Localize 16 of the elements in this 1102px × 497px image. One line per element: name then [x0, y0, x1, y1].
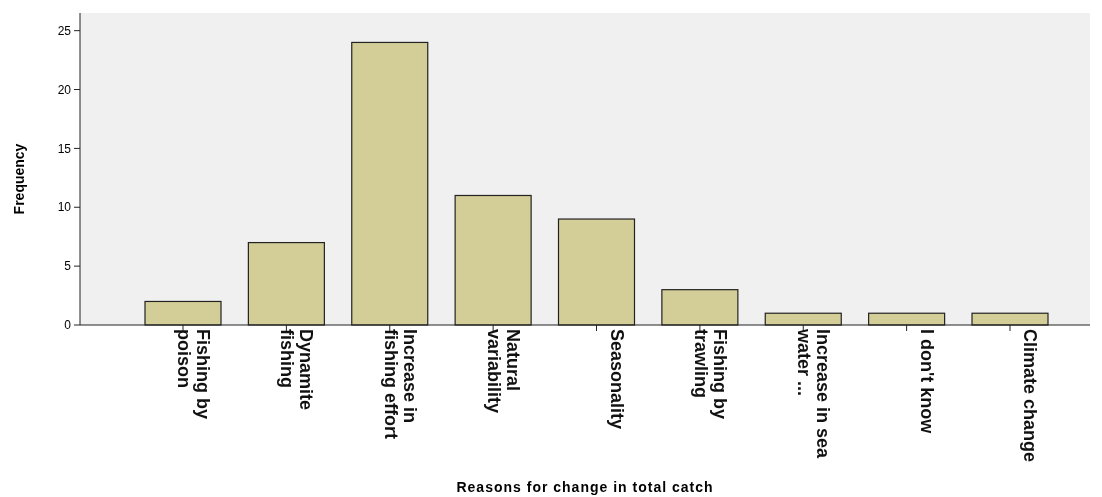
- x-tick-label: Climate change: [1020, 329, 1040, 463]
- x-axis-title: Reasons for change in total catch: [456, 479, 714, 495]
- x-tick-label: Seasonality: [606, 329, 627, 430]
- y-tick-label: 20: [57, 82, 72, 97]
- x-tick-label: I don't know: [916, 329, 937, 435]
- x-tick-label: Increase in sea water ...: [794, 328, 834, 460]
- y-tick-label: 25: [57, 23, 72, 38]
- y-axis-title: Frequency: [11, 143, 27, 215]
- x-tick-label: Fishing by poison: [174, 329, 213, 419]
- y-tick-label: 0: [64, 318, 72, 333]
- y-tick-label: 15: [57, 141, 72, 156]
- x-tick-label: Natural variability: [484, 329, 524, 414]
- y-tick-label: 10: [57, 200, 72, 215]
- y-tick-label: 5: [64, 259, 72, 274]
- x-tick-label: Fishing by trawling: [690, 329, 730, 419]
- x-tick-label: Dynamite fishing: [277, 329, 317, 411]
